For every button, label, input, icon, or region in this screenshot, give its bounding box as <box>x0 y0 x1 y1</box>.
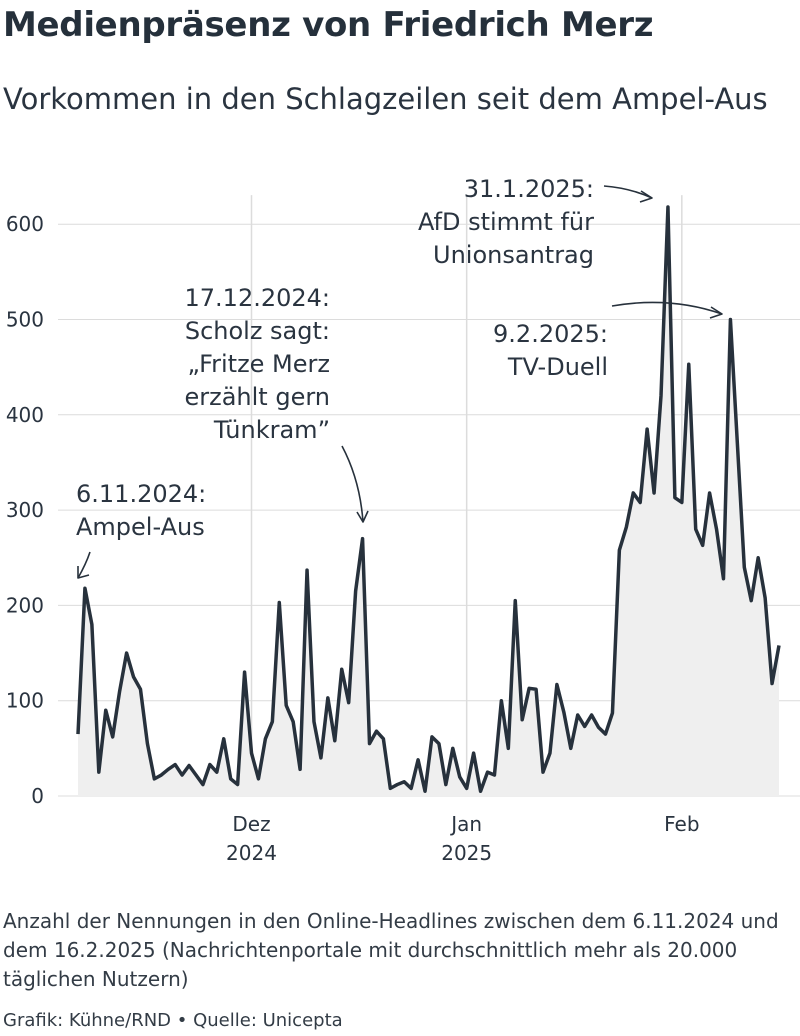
y-tick-label: 0 <box>31 784 44 808</box>
y-tick-label: 100 <box>6 689 44 713</box>
series-line <box>76 205 781 793</box>
y-tick-label: 600 <box>6 212 44 236</box>
annotation: 17.12.2024: Scholz sagt: „Fritze Merz erzäh… <box>184 284 369 523</box>
annotation-text: TV-Duell <box>507 353 608 381</box>
annotation-text: Unionsantrag <box>433 241 594 269</box>
chart-title: Medienpräsenz von Friedrich Merz <box>3 5 654 45</box>
x-tick-sublabel: 2025 <box>441 841 492 865</box>
x-tick-sublabel: 2024 <box>226 841 277 865</box>
annotation-text: 9.2.2025: <box>493 320 608 348</box>
annotation-text: 17.12.2024: <box>185 284 331 312</box>
annotation: 9.2.2025: TV-Duell <box>493 301 723 381</box>
annotation-text: 6.11.2024: <box>76 480 206 508</box>
source-credits: Grafik: Kühne/RND • Quelle: Unicepta <box>3 1010 343 1031</box>
area-chart: 0 100 200 300 400 500 600 Dez 2024 Jan 2025 Feb 6.… <box>6 175 800 865</box>
annotation: 6.11.2024: Ampel-Aus <box>76 480 206 579</box>
annotations: 6.11.2024: Ampel-Aus 17.12.2024: Scholz sag… <box>76 175 723 579</box>
annotation-text: Scholz sagt: <box>185 317 330 345</box>
annotation-arrowhead <box>709 306 723 319</box>
annotation-arrow <box>611 301 723 315</box>
annotation-arrowhead <box>639 190 653 203</box>
y-tick-label: 500 <box>6 308 44 332</box>
annotation: 31.1.2025: AfD stimmt für Unionsantrag <box>418 175 653 269</box>
annotation-text: erzählt gern <box>184 383 330 411</box>
chart-subtitle: Vorkommen in den Schlagzeilen seit dem A… <box>3 82 768 116</box>
annotation-arrow <box>603 185 653 199</box>
annotation-text: „Fritze Merz <box>187 350 330 378</box>
x-tick-label: Feb <box>664 812 699 836</box>
y-tick-label: 300 <box>6 498 44 522</box>
annotation-arrow <box>341 445 364 523</box>
annotation-arrowhead <box>356 510 369 523</box>
annotation-arrow <box>77 551 91 579</box>
x-tick-label: Jan <box>449 812 482 836</box>
y-axis-ticks: 0 100 200 300 400 500 600 <box>6 212 44 808</box>
y-tick-label: 400 <box>6 403 44 427</box>
annotation-text: 31.1.2025: <box>464 175 594 203</box>
footnote: Anzahl der Nennungen in den Online-Headl… <box>3 909 779 991</box>
annotation-text: Ampel-Aus <box>76 513 205 541</box>
annotation-text: AfD stimmt für <box>418 208 594 236</box>
x-tick-label: Dez <box>232 812 270 836</box>
annotation-arrowhead <box>77 566 90 579</box>
annotation-text: Tünkram” <box>213 416 330 444</box>
y-tick-label: 200 <box>6 593 44 617</box>
x-axis-ticks: Dez 2024 Jan 2025 Feb <box>226 812 699 865</box>
